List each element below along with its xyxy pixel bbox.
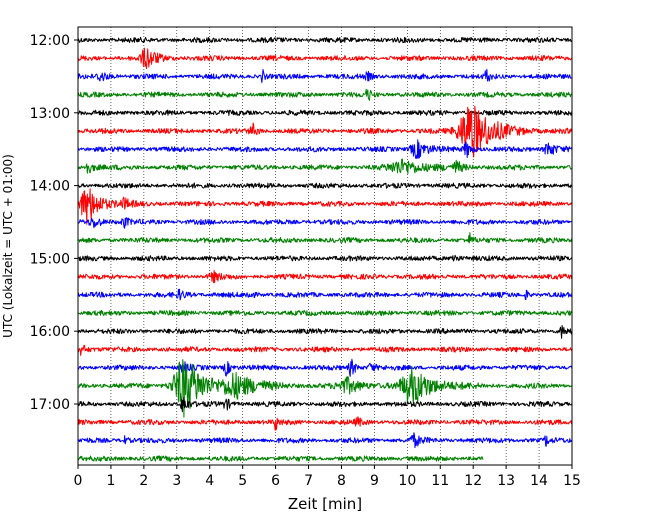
y-tick-label: 14:00 — [30, 179, 70, 195]
seismic-trace — [77, 109, 573, 116]
traces-group — [77, 36, 573, 462]
x-tick-label: 2 — [139, 473, 148, 489]
x-tick-label: 14 — [530, 473, 548, 489]
seismic-trace — [77, 232, 573, 244]
seismic-trace — [78, 105, 573, 158]
seismic-trace — [77, 358, 573, 377]
seismic-trace — [77, 359, 573, 418]
x-tick-label: 9 — [370, 473, 379, 489]
x-tick-label: 0 — [74, 473, 83, 489]
y-tick-label: 15:00 — [30, 251, 70, 267]
y-tick-label: 13:00 — [30, 106, 70, 122]
y-tick-label: 16:00 — [30, 324, 70, 340]
seismic-trace — [77, 47, 573, 70]
x-tick-label: 6 — [271, 473, 280, 489]
x-axis: 0 1 2 3 4 5 6 7 8 9 10 11 12 13 14 15 — [74, 465, 581, 489]
seismic-trace — [77, 455, 484, 462]
x-tick-label: 10 — [398, 473, 416, 489]
seismic-trace — [77, 139, 573, 159]
seismic-trace — [77, 188, 573, 225]
seismic-trace — [77, 396, 573, 413]
x-tick-label: 12 — [464, 473, 482, 489]
y-axis-label: UTC (Lokalzeit = UTC + 01:00) — [1, 154, 15, 338]
x-axis-label: Zeit [min] — [288, 495, 362, 513]
seismic-trace — [77, 309, 573, 317]
seismic-trace — [77, 325, 573, 339]
x-tick-label: 7 — [304, 473, 313, 489]
seismic-trace — [77, 254, 573, 262]
grid-lines — [110, 27, 540, 465]
x-tick-label: 15 — [563, 473, 581, 489]
seismic-trace — [77, 158, 573, 175]
seismic-trace — [77, 217, 573, 229]
seismic-trace — [77, 68, 573, 83]
seismic-trace — [77, 88, 573, 101]
seismic-trace — [77, 288, 573, 301]
seismic-trace — [77, 432, 573, 449]
y-tick-label: 17:00 — [30, 397, 70, 413]
x-tick-label: 11 — [431, 473, 449, 489]
x-tick-label: 1 — [106, 473, 115, 489]
seismic-trace — [77, 36, 573, 44]
x-tick-label: 4 — [205, 473, 214, 489]
plot-frame — [77, 26, 573, 466]
y-axis: 12:00 13:00 14:00 15:00 16:00 17:00 — [30, 33, 78, 413]
seismic-trace — [77, 270, 573, 284]
x-tick-label: 8 — [337, 473, 346, 489]
seismic-trace — [77, 182, 573, 189]
x-tick-label: 3 — [172, 473, 181, 489]
seismic-trace — [77, 344, 573, 356]
x-tick-label: 5 — [238, 473, 247, 489]
seismic-trace — [77, 416, 573, 431]
y-tick-label: 12:00 — [30, 33, 70, 49]
x-tick-label: 13 — [497, 473, 515, 489]
